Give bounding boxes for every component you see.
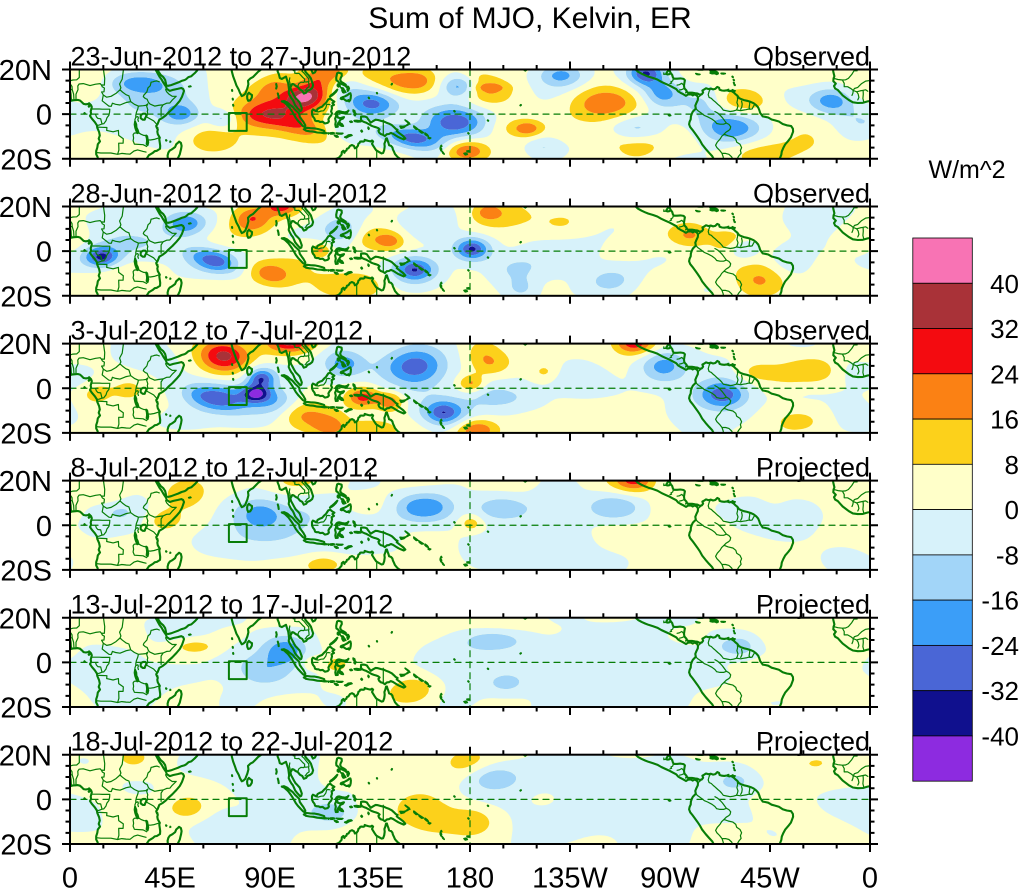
svg-text:3-Jul-2012 to 7-Jul-2012: 3-Jul-2012 to 7-Jul-2012: [71, 315, 364, 345]
svg-text:0: 0: [36, 511, 52, 543]
svg-text:W/m^2: W/m^2: [928, 156, 1005, 184]
svg-text:0: 0: [36, 785, 52, 817]
svg-text:16: 16: [990, 405, 1019, 435]
svg-text:-24: -24: [981, 631, 1019, 661]
svg-text:Observed: Observed: [753, 315, 870, 345]
svg-text:20S: 20S: [0, 419, 52, 451]
svg-text:20N: 20N: [0, 603, 52, 635]
svg-text:0: 0: [36, 100, 52, 132]
svg-text:20S: 20S: [0, 144, 52, 176]
svg-text:32: 32: [990, 314, 1019, 344]
svg-text:-16: -16: [981, 586, 1019, 616]
svg-text:90W: 90W: [640, 863, 700, 890]
svg-text:Projected: Projected: [756, 590, 870, 620]
svg-text:0: 0: [1005, 495, 1019, 525]
svg-text:0: 0: [36, 374, 52, 406]
svg-text:90E: 90E: [244, 863, 296, 890]
svg-text:20S: 20S: [0, 556, 52, 588]
svg-text:20N: 20N: [0, 55, 52, 87]
svg-text:-8: -8: [996, 540, 1019, 570]
svg-text:13-Jul-2012 to 17-Jul-2012: 13-Jul-2012 to 17-Jul-2012: [71, 590, 394, 620]
svg-text:40: 40: [990, 269, 1019, 299]
svg-text:0: 0: [36, 237, 52, 269]
svg-text:20S: 20S: [0, 281, 52, 313]
svg-text:Observed: Observed: [753, 41, 870, 71]
svg-text:0: 0: [862, 863, 878, 890]
svg-text:20S: 20S: [0, 693, 52, 725]
svg-text:20N: 20N: [0, 740, 52, 772]
svg-text:20N: 20N: [0, 192, 52, 224]
svg-text:24: 24: [990, 359, 1019, 389]
svg-text:8: 8: [1005, 450, 1019, 480]
svg-text:28-Jun-2012 to 2-Jul-2012: 28-Jun-2012 to 2-Jul-2012: [71, 178, 388, 208]
svg-text:Observed: Observed: [753, 178, 870, 208]
svg-text:20S: 20S: [0, 830, 52, 862]
svg-text:8-Jul-2012 to 12-Jul-2012: 8-Jul-2012 to 12-Jul-2012: [71, 452, 379, 482]
svg-text:Projected: Projected: [756, 452, 870, 482]
svg-text:-32: -32: [981, 676, 1019, 706]
svg-text:20N: 20N: [0, 466, 52, 498]
svg-text:-40: -40: [981, 721, 1019, 751]
svg-text:135W: 135W: [532, 863, 608, 890]
svg-text:45W: 45W: [740, 863, 800, 890]
svg-text:Sum of MJO, Kelvin, ER: Sum of MJO, Kelvin, ER: [368, 2, 691, 35]
svg-text:18-Jul-2012 to 22-Jul-2012: 18-Jul-2012 to 22-Jul-2012: [71, 727, 394, 757]
svg-text:45E: 45E: [144, 863, 196, 890]
svg-text:180: 180: [446, 863, 494, 890]
svg-text:0: 0: [62, 863, 78, 890]
svg-text:20N: 20N: [0, 329, 52, 361]
svg-text:0: 0: [36, 648, 52, 680]
svg-text:23-Jun-2012 to 27-Jun-2012: 23-Jun-2012 to 27-Jun-2012: [71, 41, 412, 71]
svg-text:Projected: Projected: [756, 727, 870, 757]
svg-text:135E: 135E: [336, 863, 404, 890]
